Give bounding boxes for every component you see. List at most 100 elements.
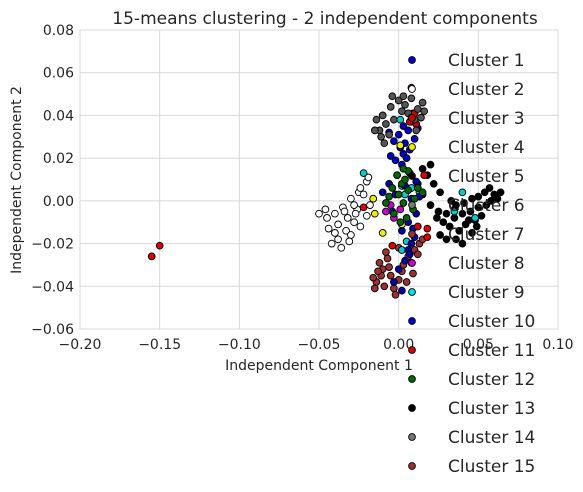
data-point bbox=[362, 211, 371, 220]
data-point bbox=[407, 239, 416, 248]
legend-marker bbox=[408, 462, 416, 470]
data-point bbox=[321, 205, 330, 214]
data-point bbox=[464, 216, 473, 224]
data-point bbox=[418, 98, 427, 107]
data-point bbox=[375, 258, 384, 267]
data-point bbox=[396, 205, 405, 214]
data-point bbox=[399, 164, 408, 173]
data-point bbox=[347, 194, 355, 203]
data-point bbox=[386, 271, 395, 280]
data-point bbox=[413, 105, 422, 113]
data-point bbox=[377, 132, 385, 141]
data-point bbox=[496, 188, 505, 197]
data-point bbox=[423, 224, 432, 233]
legend-label: Cluster 11 bbox=[448, 341, 535, 361]
data-point bbox=[382, 120, 390, 128]
data-point bbox=[420, 171, 429, 180]
data-point bbox=[412, 126, 421, 135]
x-tick-label: 0.10 bbox=[542, 337, 573, 353]
legend-marker bbox=[408, 85, 416, 93]
data-point bbox=[407, 94, 416, 103]
data-point bbox=[345, 237, 354, 246]
data-point bbox=[413, 250, 422, 259]
x-tick-label: −0.15 bbox=[138, 337, 181, 353]
data-point bbox=[410, 194, 419, 203]
data-point bbox=[433, 214, 441, 222]
data-point bbox=[370, 126, 379, 135]
data-point bbox=[331, 209, 339, 218]
data-point bbox=[413, 184, 422, 192]
data-point bbox=[364, 173, 373, 182]
data-point bbox=[402, 278, 411, 286]
legend-label: Cluster 8 bbox=[448, 254, 525, 274]
legend-marker bbox=[408, 259, 416, 267]
data-point bbox=[391, 156, 400, 165]
data-point bbox=[359, 203, 368, 212]
data-point bbox=[356, 222, 365, 231]
data-point bbox=[420, 107, 429, 116]
data-point bbox=[390, 137, 398, 145]
data-point bbox=[334, 220, 342, 229]
legend-marker bbox=[408, 114, 416, 122]
data-point bbox=[386, 103, 395, 111]
data-point bbox=[147, 252, 156, 261]
data-point bbox=[396, 218, 405, 227]
data-point bbox=[334, 235, 342, 244]
data-point bbox=[394, 96, 403, 105]
data-point bbox=[382, 207, 390, 216]
legend-label: Cluster 7 bbox=[448, 225, 525, 245]
data-point bbox=[418, 188, 427, 197]
data-point bbox=[405, 250, 414, 259]
data-point bbox=[385, 192, 393, 201]
axis-ticks: −0.20 −0.15 −0.10 −0.05 0.00 0.05 0.10 −0.06 −0.… bbox=[31, 23, 573, 353]
data-points bbox=[147, 83, 505, 299]
legend-label: Cluster 9 bbox=[448, 283, 525, 303]
x-tick-label: −0.20 bbox=[59, 337, 102, 353]
legend-label: Cluster 10 bbox=[448, 312, 535, 332]
data-point bbox=[442, 235, 451, 244]
data-point bbox=[359, 169, 368, 177]
data-point bbox=[380, 282, 389, 291]
data-point bbox=[417, 113, 425, 122]
data-point bbox=[385, 263, 393, 271]
data-point bbox=[343, 214, 352, 222]
legend-label: Cluster 6 bbox=[448, 196, 525, 216]
data-point bbox=[323, 214, 331, 222]
legend-label: Cluster 3 bbox=[448, 109, 525, 129]
legend-label: Cluster 4 bbox=[448, 138, 525, 158]
data-point bbox=[466, 207, 475, 216]
data-point bbox=[458, 188, 467, 197]
data-point bbox=[374, 267, 382, 276]
data-point bbox=[380, 139, 389, 148]
data-point bbox=[401, 256, 409, 265]
data-point bbox=[474, 192, 483, 201]
data-point bbox=[485, 184, 494, 192]
y-tick-label: −0.02 bbox=[31, 237, 74, 253]
data-point bbox=[378, 229, 387, 237]
legend-marker bbox=[408, 56, 416, 64]
data-point bbox=[390, 284, 398, 293]
legend-label: Cluster 2 bbox=[448, 80, 525, 100]
data-point bbox=[404, 186, 413, 195]
legend-label: Cluster 5 bbox=[448, 167, 525, 187]
y-tick-label: 0.02 bbox=[43, 151, 74, 167]
legend-label: Cluster 12 bbox=[448, 370, 535, 390]
x-tick-label: −0.05 bbox=[298, 337, 341, 353]
data-point bbox=[370, 284, 379, 293]
data-point bbox=[402, 214, 411, 222]
data-point bbox=[436, 188, 444, 197]
data-point bbox=[396, 141, 405, 150]
data-point bbox=[350, 218, 358, 227]
legend-label: Cluster 15 bbox=[448, 457, 535, 477]
data-point bbox=[398, 286, 406, 295]
legend-marker bbox=[408, 317, 416, 325]
data-point bbox=[398, 226, 406, 235]
x-axis-label: Independent Component 1 bbox=[225, 358, 413, 374]
data-point bbox=[388, 241, 397, 250]
data-point bbox=[394, 190, 403, 199]
legend-label: Cluster 1 bbox=[448, 51, 525, 71]
data-point bbox=[391, 290, 400, 299]
data-point bbox=[342, 226, 350, 235]
data-point bbox=[340, 207, 349, 216]
